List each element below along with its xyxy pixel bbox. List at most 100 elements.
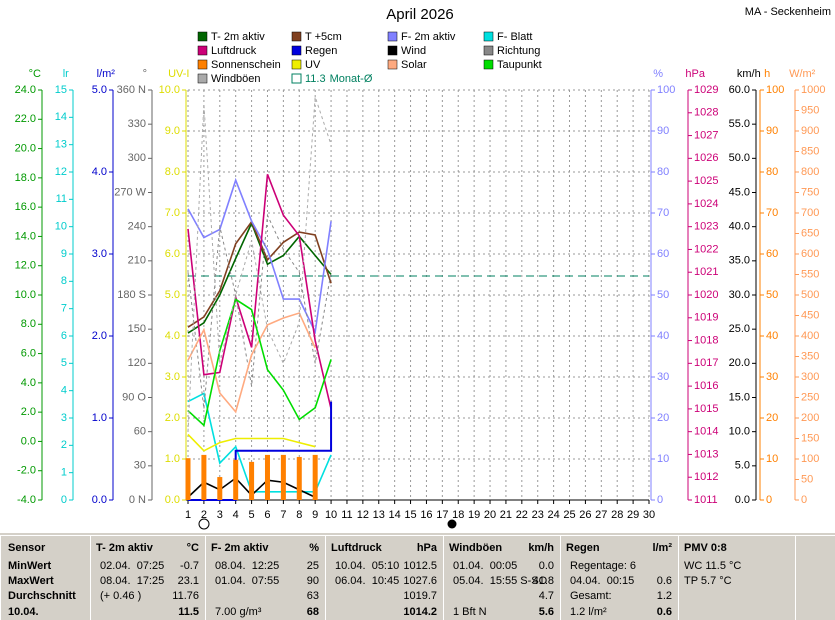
y-tick-label: 210 bbox=[128, 255, 146, 267]
cell-value: 1.2 bbox=[657, 590, 672, 602]
y-tick-label: 55.0 bbox=[729, 118, 750, 130]
axis-unit: °C bbox=[29, 68, 41, 80]
y-tick-label: 0.0 bbox=[165, 494, 180, 506]
x-tick-label: 23 bbox=[532, 509, 544, 521]
bar bbox=[185, 458, 191, 500]
x-tick-label: 7 bbox=[280, 509, 286, 521]
cell-text: 02.04. 07:25 bbox=[100, 560, 164, 572]
y-tick-label: 0 bbox=[657, 494, 663, 506]
y-tick-label: 13 bbox=[55, 139, 67, 151]
y-tick-label: 150 bbox=[801, 432, 819, 444]
x-tick-label: 12 bbox=[357, 509, 369, 521]
bar bbox=[201, 454, 207, 500]
row-label: MaxWert bbox=[8, 575, 54, 587]
y-tick-label: 35.0 bbox=[729, 255, 750, 267]
y-tick-label: 45.0 bbox=[729, 186, 750, 198]
y-tick-label: 10.0 bbox=[729, 426, 750, 438]
series-line bbox=[187, 298, 332, 427]
bar bbox=[217, 477, 223, 500]
y-tick-label: 60 bbox=[134, 426, 146, 438]
chart-title: April 2026 bbox=[386, 6, 454, 23]
y-tick-label: 1020 bbox=[694, 289, 718, 301]
legend-label: F- 2m aktiv bbox=[401, 31, 456, 43]
legend-label: Luftdruck bbox=[211, 45, 257, 57]
y-tick-label: 700 bbox=[801, 207, 819, 219]
panel-title: T- 2m aktiv bbox=[96, 542, 154, 554]
x-tick-label: 10 bbox=[325, 509, 337, 521]
y-tick-label: 10.0 bbox=[15, 289, 36, 301]
y-tick-label: 400 bbox=[801, 330, 819, 342]
cell-value: 0.0 bbox=[539, 560, 554, 572]
cell-text: 06.04. 10:45 bbox=[335, 575, 399, 587]
y-tick-label: 10 bbox=[55, 221, 67, 233]
x-tick-label: 28 bbox=[611, 509, 623, 521]
legend-label: Regen bbox=[305, 45, 337, 57]
y-tick-label: 1022 bbox=[694, 243, 718, 255]
y-tick-label: 250 bbox=[801, 391, 819, 403]
legend-swatch bbox=[291, 73, 302, 84]
y-tick-label: 4 bbox=[61, 385, 67, 397]
y-tick-label: 20 bbox=[657, 412, 669, 424]
y-tick-label: 1011 bbox=[694, 494, 718, 506]
y-tick-label: 90 bbox=[657, 125, 669, 137]
y-tick-label: 1028 bbox=[694, 107, 718, 119]
legend-swatch bbox=[197, 73, 208, 84]
axis-unit: UV-I bbox=[168, 68, 189, 80]
y-tick-label: 600 bbox=[801, 248, 819, 260]
y-tick-label: 3 bbox=[61, 412, 67, 424]
y-tick-label: 330 bbox=[128, 118, 146, 130]
panel-unit: km/h bbox=[528, 542, 554, 554]
y-tick-label: 40 bbox=[657, 330, 669, 342]
legend-swatch bbox=[291, 45, 302, 56]
cell-value: 0.6 bbox=[657, 575, 672, 587]
legend-label: Wind bbox=[401, 45, 426, 57]
y-tick-label: -4.0 bbox=[17, 494, 36, 506]
y-tick-label: 6.0 bbox=[165, 248, 180, 260]
y-tick-label: 1017 bbox=[694, 357, 718, 369]
cell-value: 0.6 bbox=[657, 606, 672, 618]
cell-text: Gesamt: bbox=[570, 590, 612, 602]
y-tick-label: 90 bbox=[766, 125, 778, 137]
y-tick-label: 14 bbox=[55, 111, 67, 123]
y-tick-label: 16.0 bbox=[15, 201, 36, 213]
x-tick-label: 3 bbox=[217, 509, 223, 521]
panel-unit: l/m² bbox=[652, 542, 672, 554]
y-tick-label: 50 bbox=[801, 473, 813, 485]
y-tick-label: 1015 bbox=[694, 403, 718, 415]
y-tick-label: 1.0 bbox=[92, 412, 107, 424]
axis-unit: hPa bbox=[685, 68, 705, 80]
y-tick-label: 60 bbox=[766, 248, 778, 260]
bar bbox=[264, 454, 270, 500]
axis-unit: km/h bbox=[737, 68, 761, 80]
cell-text: WC 11.5 °C bbox=[684, 560, 741, 572]
legend-swatch bbox=[387, 31, 398, 42]
y-tick-label: 1025 bbox=[694, 175, 718, 187]
cell-value: 90 bbox=[307, 575, 319, 587]
y-tick-label: 5.0 bbox=[92, 84, 107, 96]
x-tick-label: 9 bbox=[312, 509, 318, 521]
row-label: MinWert bbox=[8, 560, 52, 572]
cell-value: 23.1 bbox=[178, 575, 199, 587]
y-tick-label: 12.0 bbox=[15, 260, 36, 272]
x-tick-label: 16 bbox=[420, 509, 432, 521]
legend-swatch bbox=[483, 31, 494, 42]
y-tick-label: 850 bbox=[801, 145, 819, 157]
legend-swatch bbox=[197, 31, 208, 42]
legend-swatch bbox=[483, 45, 494, 56]
panel-title: Windböen bbox=[449, 542, 502, 554]
x-tick-label: 20 bbox=[484, 509, 496, 521]
y-tick-label: 9.0 bbox=[165, 125, 180, 137]
background bbox=[0, 0, 835, 533]
cell-text: 7.00 g/m³ bbox=[215, 606, 262, 618]
y-tick-label: 1021 bbox=[694, 266, 718, 278]
cell-value: 41.8 bbox=[533, 575, 554, 587]
y-tick-label: 30.0 bbox=[729, 289, 750, 301]
x-tick-label: 27 bbox=[595, 509, 607, 521]
x-tick-label: 17 bbox=[436, 509, 448, 521]
y-tick-label: 500 bbox=[801, 289, 819, 301]
series-line bbox=[187, 96, 332, 432]
y-tick-label: 10.0 bbox=[159, 84, 180, 96]
y-tick-label: 1012 bbox=[694, 471, 718, 483]
y-tick-label: 1018 bbox=[694, 334, 718, 346]
